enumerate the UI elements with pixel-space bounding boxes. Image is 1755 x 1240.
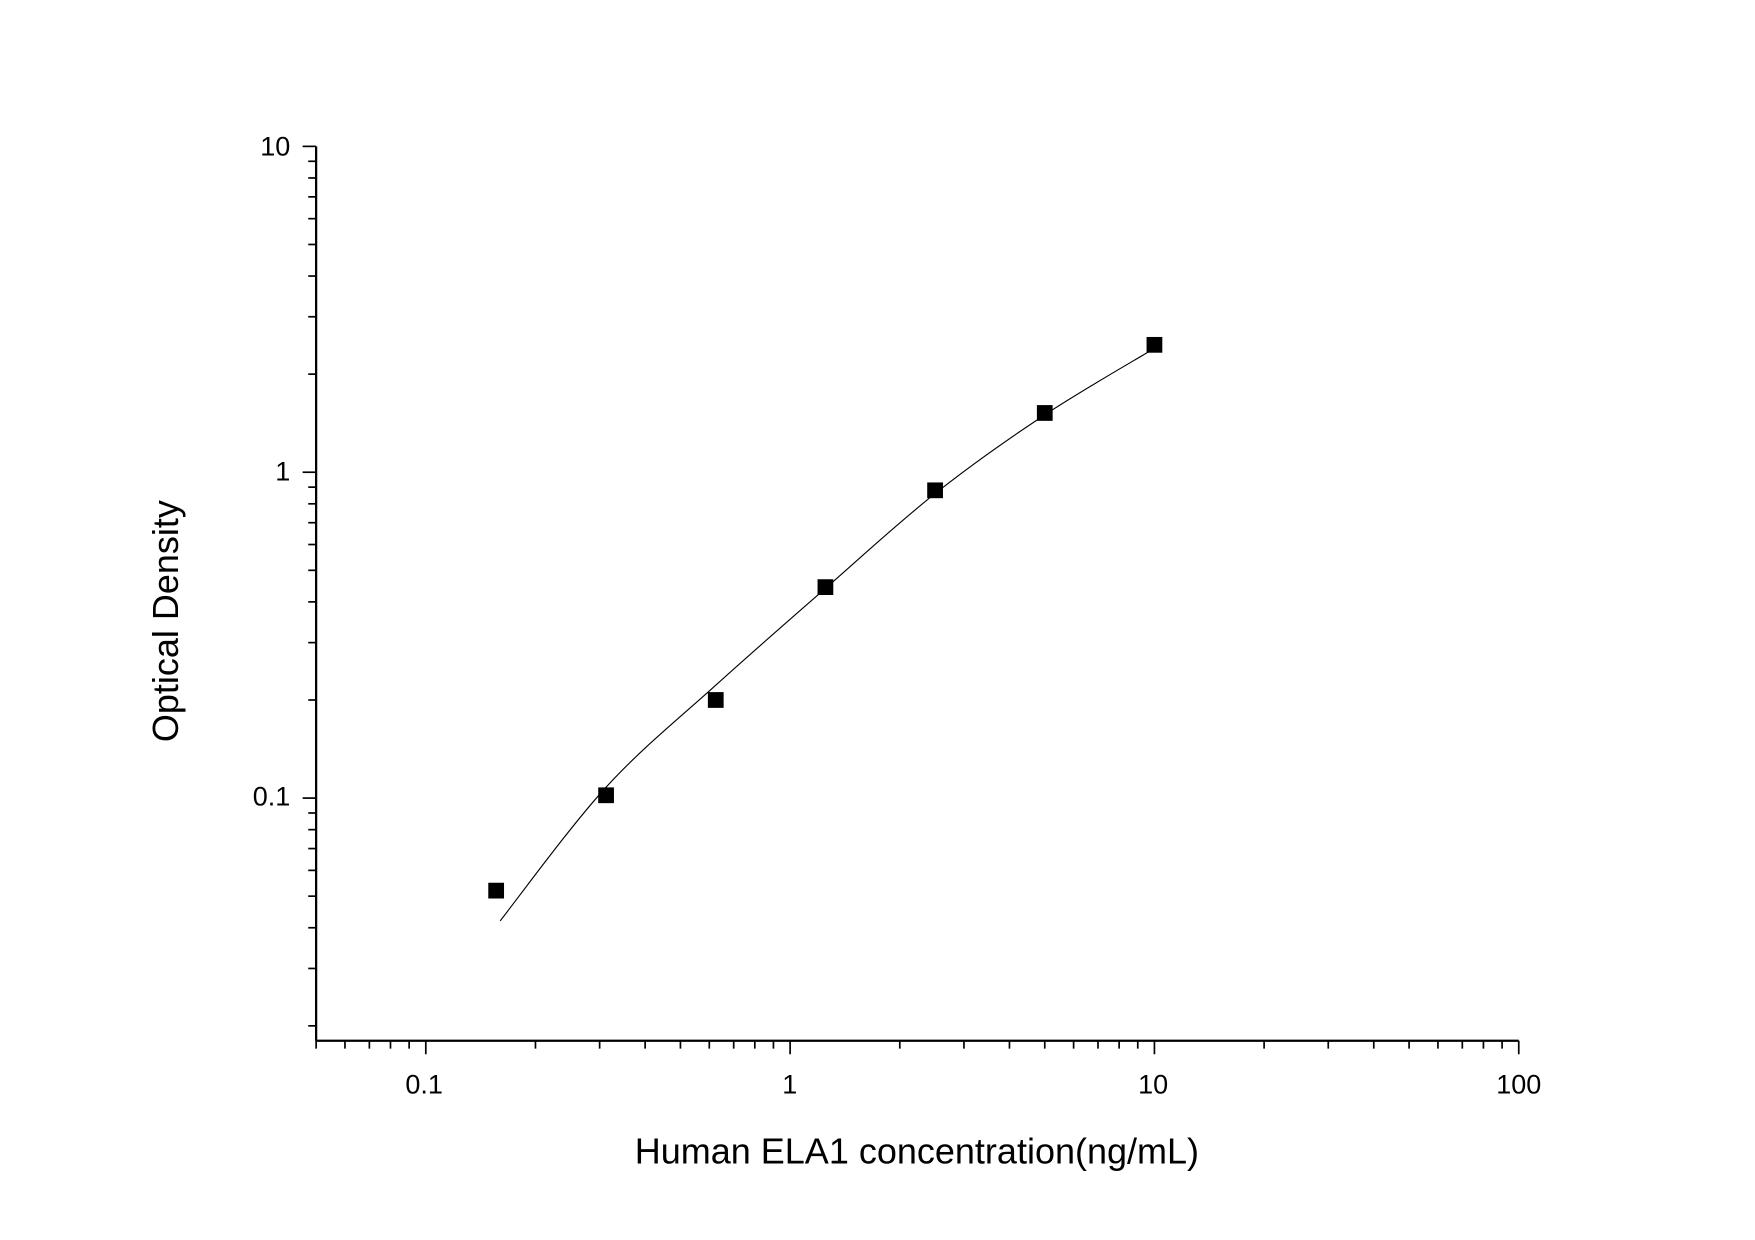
x-tick-label: 0.1 <box>405 1070 443 1100</box>
y-tick-label: 1 <box>275 457 290 487</box>
axes <box>302 145 1520 1055</box>
y-tick-label: 0.1 <box>253 782 291 812</box>
data-point <box>817 579 834 596</box>
data-marks <box>488 336 1163 922</box>
y-tick-label: 10 <box>260 131 290 161</box>
tick-labels: 0.1 1 10 100 0.1 1 10 <box>253 131 1542 1099</box>
x-tick-label: 100 <box>1496 1070 1541 1100</box>
fit-curve <box>499 347 1155 922</box>
x-tick-label: 10 <box>1138 1070 1168 1100</box>
x-tick-label: 1 <box>782 1070 797 1100</box>
x-axis-label: Human ELA1 concentration(ng/mL) <box>635 1130 1199 1171</box>
data-point <box>488 882 505 899</box>
data-point <box>1146 336 1163 353</box>
data-point <box>598 787 614 804</box>
y-axis-label: Optical Density <box>145 500 186 742</box>
data-point <box>927 482 943 499</box>
data-point <box>707 692 724 708</box>
